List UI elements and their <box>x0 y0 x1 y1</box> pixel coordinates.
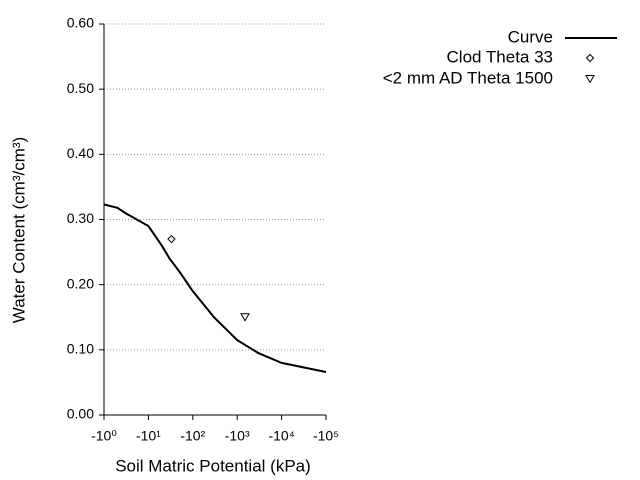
x-axis-label: Soil Matric Potential (kPa) <box>115 456 311 475</box>
y-tick-label: 0.10 <box>67 341 94 357</box>
y-axis-label: Water Content (cm³/cm³) <box>9 137 28 323</box>
curve-line <box>103 203 327 373</box>
legend-marker <box>585 75 595 84</box>
y-tick-label: 0.50 <box>67 80 94 96</box>
y-tick-label: 0.30 <box>67 210 94 226</box>
legend-label: <2 mm AD Theta 1500 <box>383 68 553 87</box>
y-tick-label: 0.60 <box>67 15 94 31</box>
y-tick-label: 0.40 <box>67 145 94 161</box>
x-tick-label: -10³ <box>225 428 250 444</box>
x-tick-label: -10² <box>180 428 205 444</box>
x-tick-label: -10⁴ <box>268 428 294 444</box>
x-tick-label: -10⁵ <box>313 428 339 444</box>
data-point <box>240 313 250 322</box>
y-tick-label: 0.20 <box>67 275 94 291</box>
legend-label: Clod Theta 33 <box>447 47 553 66</box>
data-point <box>167 234 176 244</box>
legend-marker <box>585 53 595 63</box>
x-tick-label: -10¹ <box>136 428 161 444</box>
y-tick-label: 0.00 <box>67 406 94 422</box>
x-tick-label: -10⁰ <box>91 428 117 444</box>
legend-label: Curve <box>508 27 553 46</box>
